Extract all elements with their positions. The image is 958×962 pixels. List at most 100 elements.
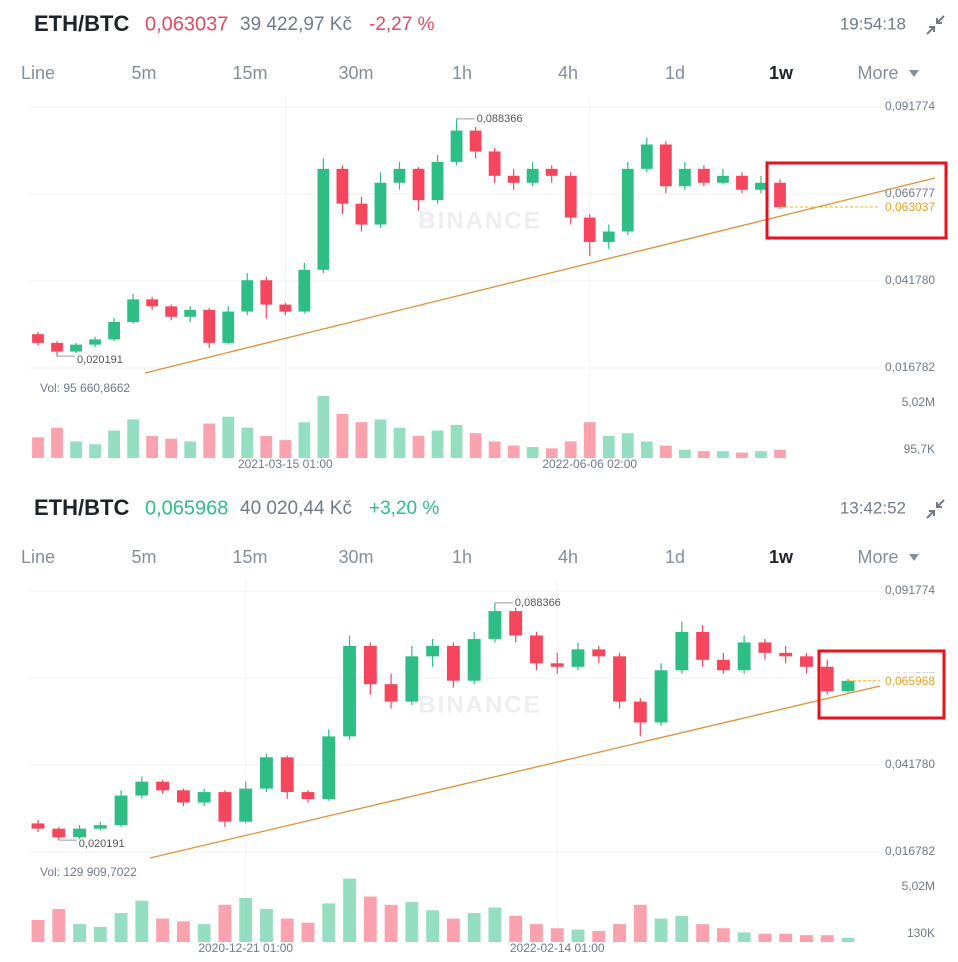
- timeframe-tab[interactable]: 1d: [665, 63, 685, 83]
- candle-body: [260, 280, 273, 305]
- timeframe-tab[interactable]: Line: [21, 547, 55, 567]
- volume-bar: [564, 441, 577, 458]
- candle-body: [758, 642, 772, 653]
- last-price-tag-bg: [882, 672, 938, 689]
- candle-body: [89, 339, 101, 345]
- candle-body: [222, 311, 235, 343]
- candle-body: [583, 217, 596, 242]
- candle-body: [736, 175, 748, 190]
- candle-body: [298, 269, 311, 312]
- candle-body: [545, 168, 558, 176]
- volume-bar: [779, 933, 793, 942]
- volume-bar: [488, 907, 502, 942]
- timeframe-tab[interactable]: 4h: [558, 547, 578, 567]
- volume-bar: [613, 924, 626, 942]
- timeframe-tab[interactable]: Line: [21, 63, 55, 83]
- x-tick-label: 2020-12-21 01:00: [198, 941, 293, 955]
- timeframe-tab[interactable]: 1h: [452, 63, 472, 83]
- collapse-icon[interactable]: [926, 15, 945, 35]
- candle-body: [317, 168, 330, 270]
- volume-bar: [774, 449, 786, 458]
- candle-body: [633, 701, 647, 723]
- candle-body: [640, 144, 653, 169]
- timeframe-tab[interactable]: 1w: [769, 547, 794, 567]
- candle-body: [526, 168, 539, 183]
- volume-bar: [355, 422, 368, 458]
- candle-body: [73, 828, 86, 838]
- time: 13:42:52: [840, 498, 906, 517]
- volume-bar: [488, 441, 501, 458]
- volume-bar: [431, 430, 444, 458]
- candle-body: [716, 659, 730, 671]
- timeframe-tab[interactable]: 1w: [769, 63, 794, 83]
- volume-bar: [659, 445, 672, 458]
- volume-bar: [633, 904, 647, 942]
- volume-bar: [298, 422, 311, 458]
- candle-body: [52, 828, 66, 838]
- volume-bar: [176, 921, 190, 942]
- volume-bar: [545, 448, 558, 458]
- candle-body: [571, 649, 585, 667]
- timeframe-tab[interactable]: 15m: [232, 63, 267, 83]
- timeframe-tab[interactable]: 5m: [131, 547, 156, 567]
- volume-bar: [32, 437, 44, 458]
- candle-body: [374, 182, 387, 225]
- candle-body: [135, 781, 149, 796]
- volume-bar: [384, 904, 398, 942]
- candle-body: [678, 168, 691, 187]
- timeframe-tab[interactable]: 15m: [232, 547, 267, 567]
- volume-bar: [571, 929, 585, 942]
- timeframe-tab[interactable]: 5m: [131, 63, 156, 83]
- candle-body: [564, 175, 577, 218]
- volume-bar: [469, 433, 482, 458]
- volume-bar: [322, 903, 336, 942]
- timeframe-tab[interactable]: 30m: [338, 63, 373, 83]
- volume-bar: [239, 897, 253, 942]
- volume-bar: [165, 438, 178, 458]
- timeframe-tab[interactable]: 1d: [665, 547, 685, 567]
- x-tick-label: 2022-06-06 02:00: [542, 457, 637, 471]
- candle-body: [51, 342, 63, 352]
- volume-bar: [51, 427, 63, 458]
- candle-body: [530, 635, 543, 664]
- candle-body: [93, 825, 107, 829]
- volume-bar: [758, 933, 772, 942]
- y-tick-label: 0,041780: [885, 273, 935, 287]
- volume-bar: [218, 904, 232, 942]
- candle-body: [176, 790, 190, 803]
- candle-body: [779, 652, 793, 657]
- volume-bar: [197, 924, 211, 942]
- timeframe-tab[interactable]: 1h: [452, 547, 472, 567]
- fiat-price: 39 422,97 Kč: [240, 14, 352, 35]
- candle-body: [507, 175, 520, 183]
- volume-bar: [841, 937, 855, 942]
- low-label: 0,020191: [79, 838, 125, 850]
- volume-bar: [108, 430, 121, 458]
- volume-bar: [446, 918, 460, 942]
- last-price-tag: 0,063037: [885, 200, 935, 214]
- candle-body: [602, 231, 615, 242]
- change: +3,20 %: [369, 498, 439, 519]
- highlight-box: [817, 649, 946, 720]
- volume-bar: [279, 440, 292, 458]
- timeframe-tab[interactable]: 30m: [338, 547, 373, 567]
- timeframe-tab[interactable]: More: [857, 63, 898, 83]
- candle-body: [384, 684, 398, 702]
- volume-bar: [696, 924, 710, 942]
- volume-bar: [716, 928, 730, 942]
- candle-body: [31, 823, 45, 829]
- price: 0,063037: [145, 13, 228, 35]
- trend-line: [149, 685, 881, 859]
- timeframe-tab[interactable]: More: [857, 547, 898, 567]
- candle-body: [621, 168, 634, 232]
- collapse-icon[interactable]: [926, 499, 945, 519]
- volume-bar: [317, 396, 330, 458]
- y-tick-label: 0,066777: [885, 186, 935, 200]
- candle-body: [322, 736, 336, 800]
- volume-bar: [800, 935, 813, 942]
- candle-body: [841, 680, 855, 692]
- volume-bar: [146, 435, 159, 458]
- candle-body: [301, 792, 315, 800]
- timeframe-tab[interactable]: 4h: [558, 63, 578, 83]
- candle-body: [774, 182, 786, 208]
